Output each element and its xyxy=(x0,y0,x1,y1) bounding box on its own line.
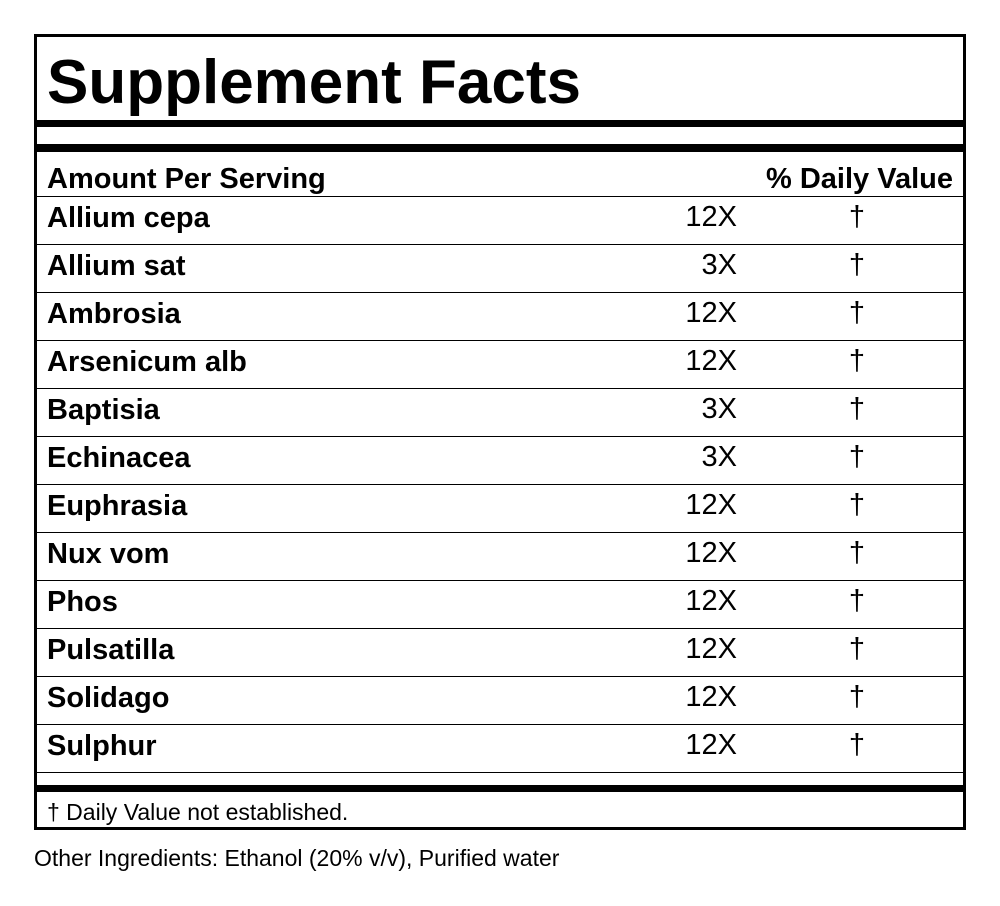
ingredient-name: Arsenicum alb xyxy=(47,346,247,378)
ingredient-row: Sulphur 12X † xyxy=(37,725,963,773)
header-divider-bar xyxy=(37,144,963,152)
ingredient-row: Pulsatilla 12X † xyxy=(37,629,963,677)
label-title: Supplement Facts xyxy=(47,48,581,117)
daily-value-dagger: † xyxy=(848,249,866,281)
ingredient-name: Echinacea xyxy=(47,442,191,474)
ingredient-row: Nux vom 12X † xyxy=(37,533,963,581)
daily-value-dagger: † xyxy=(848,441,866,473)
column-header-row: Amount Per Serving % Daily Value xyxy=(37,159,963,197)
ingredient-row: Solidago 12X † xyxy=(37,677,963,725)
daily-value-dagger: † xyxy=(848,489,866,521)
ingredient-row: Allium sat 3X † xyxy=(37,245,963,293)
ingredient-row: Baptisia 3X † xyxy=(37,389,963,437)
daily-value-dagger: † xyxy=(848,729,866,761)
ingredient-name: Phos xyxy=(47,586,118,618)
daily-value-dagger: † xyxy=(848,201,866,233)
ingredient-amount: 12X xyxy=(685,537,737,569)
other-ingredients-text: Other Ingredients: Ethanol (20% v/v), Pu… xyxy=(34,845,560,871)
daily-value-header: % Daily Value xyxy=(766,163,953,195)
title-divider-bar xyxy=(37,120,963,127)
ingredient-name: Sulphur xyxy=(47,730,157,762)
ingredient-row: Ambrosia 12X † xyxy=(37,293,963,341)
ingredient-name: Pulsatilla xyxy=(47,634,175,666)
daily-value-dagger: † xyxy=(848,633,866,665)
ingredient-row: Allium cepa 12X † xyxy=(37,197,963,245)
ingredient-amount: 12X xyxy=(685,681,737,713)
supplement-facts-label: Supplement Facts Amount Per Serving % Da… xyxy=(34,34,966,830)
daily-value-footnote: † Daily Value not established. xyxy=(47,799,349,825)
ingredient-name: Nux vom xyxy=(47,538,170,570)
ingredient-name: Allium cepa xyxy=(47,202,210,234)
ingredient-amount: 12X xyxy=(685,585,737,617)
ingredient-name: Ambrosia xyxy=(47,298,181,330)
amount-per-serving-header: Amount Per Serving xyxy=(47,163,326,195)
ingredient-amount: 3X xyxy=(701,249,737,281)
ingredient-amount: 12X xyxy=(685,345,737,377)
ingredient-row: Phos 12X † xyxy=(37,581,963,629)
ingredient-amount: 12X xyxy=(685,489,737,521)
ingredient-amount: 12X xyxy=(685,297,737,329)
ingredient-name: Euphrasia xyxy=(47,490,188,522)
ingredient-row: Euphrasia 12X † xyxy=(37,485,963,533)
ingredient-name: Allium sat xyxy=(47,250,186,282)
ingredient-amount: 12X xyxy=(685,729,737,761)
ingredient-amount: 3X xyxy=(701,441,737,473)
ingredient-rows: Allium cepa 12X † Allium sat 3X † Ambros… xyxy=(37,197,963,773)
ingredient-amount: 12X xyxy=(685,201,737,233)
daily-value-dagger: † xyxy=(848,345,866,377)
daily-value-dagger: † xyxy=(848,585,866,617)
daily-value-dagger: † xyxy=(848,681,866,713)
ingredient-amount: 12X xyxy=(685,633,737,665)
daily-value-dagger: † xyxy=(848,297,866,329)
ingredient-amount: 3X xyxy=(701,393,737,425)
ingredient-row: Arsenicum alb 12X † xyxy=(37,341,963,389)
ingredient-name: Solidago xyxy=(47,682,170,714)
footer-divider-bar xyxy=(37,785,963,792)
ingredient-row: Echinacea 3X † xyxy=(37,437,963,485)
ingredient-name: Baptisia xyxy=(47,394,160,426)
daily-value-dagger: † xyxy=(848,393,866,425)
daily-value-dagger: † xyxy=(848,537,866,569)
